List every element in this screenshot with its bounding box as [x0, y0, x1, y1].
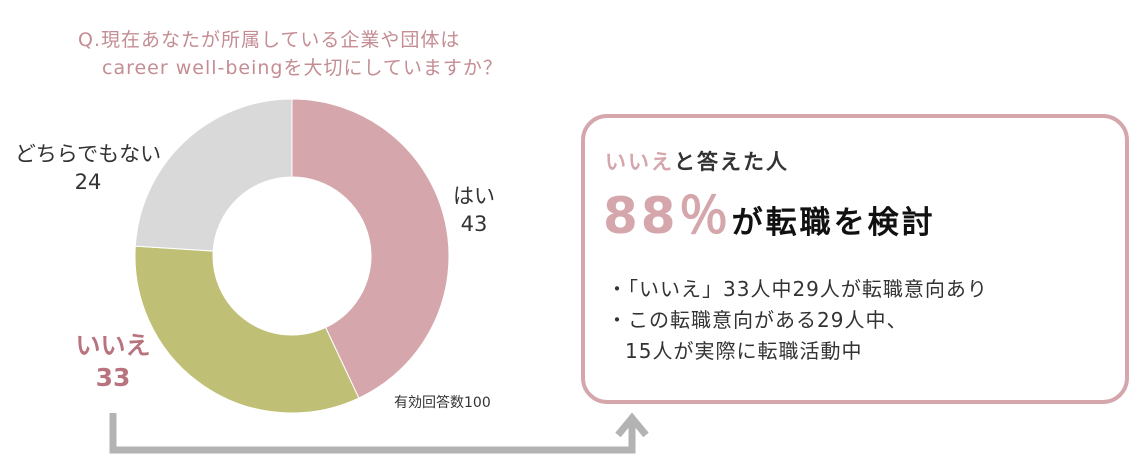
slice-label-hai: はい 43 — [450, 182, 498, 238]
slice-value-dochira: 24 — [74, 170, 102, 194]
callout-percent: 88％ — [603, 187, 732, 245]
slice-label-iie: いいえ 33 — [68, 330, 158, 394]
callout-bullet-1: ・「いいえ」33人中29人が転職意向あり — [607, 277, 988, 301]
callout-subtitle-rest: と答えた人 — [674, 150, 789, 174]
question-line-1: Q.現在あなたが所属している企業や団体は — [78, 29, 461, 51]
slice-value-iie: 33 — [95, 363, 131, 392]
donut-slice-hai — [291, 98, 450, 399]
slice-category-iie: いいえ — [75, 331, 151, 360]
callout-bullets: ・「いいえ」33人中29人が転職意向あり ・この転職意向がある29人中、 15人… — [607, 274, 988, 367]
slice-category-dochira: どちらでもない — [14, 142, 162, 166]
callout-subtitle-highlight: いいえ — [605, 150, 674, 174]
callout-bullet-2-cont: 15人が実際に転職活動中 — [625, 339, 863, 363]
response-count-note: 有効回答数100 — [394, 395, 491, 411]
question-line-2: career well-beingを大切にしていますか？ — [102, 57, 503, 79]
arrow-head — [615, 412, 649, 438]
question-text: Q.現在あなたが所属している企業や団体は career well-beingを大… — [78, 26, 503, 82]
slice-value-hai: 43 — [460, 212, 488, 236]
callout-box: いいえと答えた人 88％が転職を検討 ・「いいえ」33人中29人が転職意向あり … — [581, 114, 1129, 404]
arrow-line — [109, 413, 636, 454]
callout-subtitle: いいえと答えた人 — [605, 146, 789, 176]
donut-slice-dochira — [134, 98, 293, 252]
callout-bullet-2: ・この転職意向がある29人中、 — [607, 308, 908, 332]
donut-slice-iie — [134, 245, 360, 414]
slice-category-hai: はい — [453, 184, 495, 208]
callout-headline: 88％が転職を検討 — [603, 176, 936, 248]
slice-label-dochira: どちらでもない 24 — [0, 140, 176, 196]
callout-headline-rest: が転職を検討 — [731, 205, 936, 241]
